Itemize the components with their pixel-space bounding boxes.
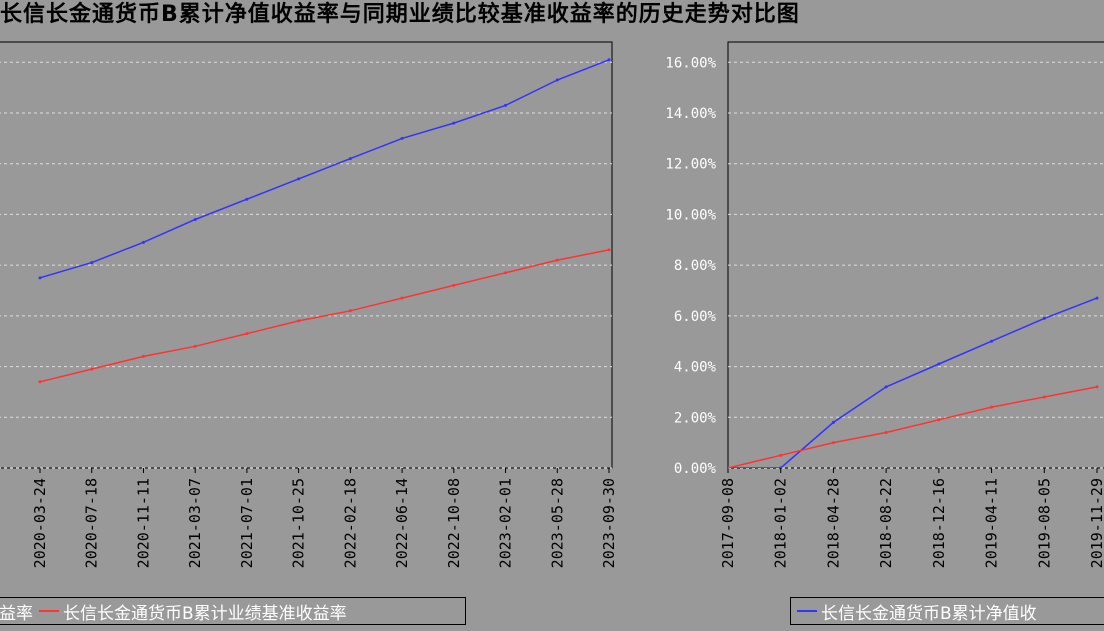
right-series-line-benchmark <box>728 386 1098 468</box>
right-series-point-benchmark <box>990 405 994 409</box>
left-series-point-benchmark <box>400 296 404 300</box>
left-series-point-nav <box>452 121 456 125</box>
left-series-point-benchmark <box>193 344 197 348</box>
left-series-point-nav <box>348 157 352 161</box>
right-chart-panel: 0.00% 2.00% 4.00% 6.00% 8.00% 10.00% 12.00% 14.… <box>665 41 1104 568</box>
left-series-point-nav <box>297 177 301 181</box>
right-series-point-benchmark <box>779 453 783 457</box>
left-x-tick-label: 2022-02-18 <box>341 478 359 568</box>
right-y-tick-label: 8.00% <box>674 258 717 274</box>
right-series-point-nav <box>779 466 783 468</box>
right-y-tick-label: 4.00% <box>674 360 717 376</box>
right-x-tick-label: 2019-08-05 <box>1035 478 1053 568</box>
right-x-tick-label: 2018-08-22 <box>877 478 895 568</box>
left-x-tick-label: 2020-11-11 <box>134 478 152 568</box>
left-series-point-benchmark <box>504 271 508 275</box>
right-series-point-benchmark <box>1042 395 1046 399</box>
left-x-tick-label: 2020-07-18 <box>83 478 101 568</box>
left-series-point-benchmark <box>297 319 301 323</box>
left-series-point-benchmark <box>607 248 611 252</box>
left-series-point-benchmark <box>452 283 456 287</box>
right-x-tick-label: 2019-11-29 <box>1088 478 1104 568</box>
right-legend: 长信长金通货币B累计净值收 <box>790 597 1104 625</box>
right-series-point-nav <box>990 339 994 343</box>
left-series-point-benchmark <box>348 309 352 313</box>
left-legend-item-2-swatch <box>39 610 59 612</box>
right-series-point-nav <box>1042 316 1046 320</box>
left-x-tick-label: 2021-10-25 <box>290 478 308 568</box>
right-series-point-benchmark <box>728 466 730 468</box>
left-x-tick-label: 2023-02-01 <box>497 478 515 568</box>
right-x-tick-label: 2018-12-16 <box>930 478 948 568</box>
left-series-point-benchmark <box>555 258 559 262</box>
right-plot-frame <box>727 41 1104 469</box>
right-y-tick-label: 2.00% <box>674 410 717 426</box>
left-x-tick-label: 2022-06-14 <box>393 478 411 568</box>
right-series-point-nav <box>1095 296 1099 300</box>
left-series-point-nav <box>90 261 94 265</box>
right-x-tick-label: 2017-09-08 <box>719 478 737 568</box>
left-series-point-nav <box>193 218 197 221</box>
right-legend-item-1-label: 长信长金通货币B累计净值收 <box>821 603 1037 624</box>
right-y-tick-label: 14.00% <box>665 106 716 122</box>
left-chart-panel: 2020-03-24 2020-07-18 2020-11-11 2021-03-07… <box>0 41 618 568</box>
left-x-tick-label: 2021-07-01 <box>238 478 256 568</box>
left-series-line-nav <box>39 59 610 279</box>
left-series-point-nav <box>504 103 508 107</box>
right-series-point-nav <box>937 362 941 366</box>
left-x-tick-label: 2022-10-08 <box>445 478 463 568</box>
left-x-tick-label: 2021-03-07 <box>186 478 204 568</box>
left-plot-frame <box>0 41 613 469</box>
right-y-tick-label: 10.00% <box>665 207 716 223</box>
left-series-point-benchmark <box>90 367 94 371</box>
left-x-tick-label: 2023-09-30 <box>600 478 618 568</box>
right-series-point-benchmark <box>937 418 941 422</box>
right-x-tick-label: 2019-04-11 <box>983 478 1001 568</box>
left-series-line-benchmark <box>39 249 610 383</box>
left-series-point-nav <box>400 136 404 140</box>
left-series-point-benchmark <box>141 354 145 358</box>
right-y-tick-label: 6.00% <box>674 309 717 325</box>
left-series-point-nav <box>245 197 249 201</box>
right-series-point-benchmark <box>831 441 835 445</box>
right-legend-item-1-swatch <box>797 610 817 612</box>
left-x-tick-label: 2023-05-28 <box>548 478 566 568</box>
right-series-point-benchmark <box>1095 385 1099 389</box>
left-series-point-nav <box>38 276 42 280</box>
left-series-point-benchmark <box>245 332 249 336</box>
left-series-point-nav <box>141 240 145 244</box>
right-x-tick-label: 2018-04-28 <box>824 478 842 568</box>
right-series-point-nav <box>884 385 888 389</box>
right-series-point-benchmark <box>884 431 888 434</box>
left-legend: 益率 长信长金通货币B累计业绩基准收益率 <box>0 597 466 625</box>
right-y-tick-label: 16.00% <box>665 55 716 71</box>
right-series-point-nav <box>831 420 835 424</box>
left-legend-item-2-label: 长信长金通货币B累计业绩基准收益率 <box>63 603 347 624</box>
left-series-point-benchmark <box>38 380 42 384</box>
left-legend-item-1-label: 益率 <box>0 603 33 624</box>
right-y-tick-label: 0.00% <box>674 461 717 477</box>
right-x-tick-label: 2018-01-02 <box>772 478 790 568</box>
left-x-tick-label: 2020-03-24 <box>31 478 49 568</box>
right-series-line-nav <box>728 297 1098 468</box>
chart-title: 长信长金通货币B累计净值收益率与同期业绩比较基准收益率的历史走势对比图 <box>0 2 800 27</box>
left-series-point-nav <box>607 58 611 62</box>
right-y-tick-label: 12.00% <box>665 157 716 173</box>
left-series-point-nav <box>555 78 559 82</box>
